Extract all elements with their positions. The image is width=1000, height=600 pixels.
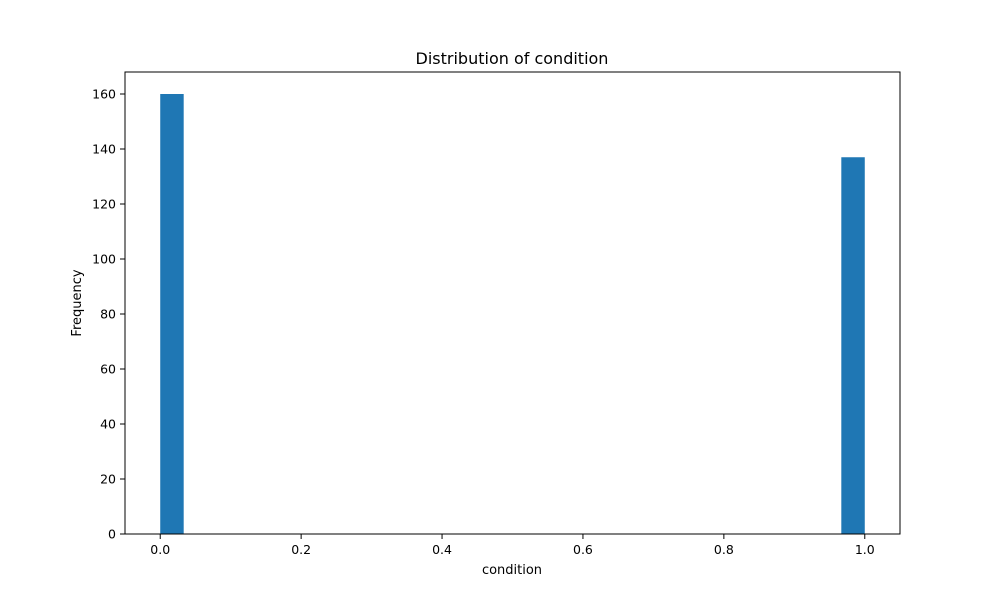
y-tick-label: 40 <box>100 417 116 432</box>
chart-title: Distribution of condition <box>416 49 609 68</box>
plot-area-frame <box>124 71 901 535</box>
y-tick-label: 0 <box>108 527 116 542</box>
histogram-bar-1 <box>841 157 865 534</box>
y-axis-ticks: 0 20 40 60 80 100 120 140 160 <box>92 87 125 542</box>
bars-layer <box>160 94 865 534</box>
x-tick-label: 1.0 <box>855 542 875 557</box>
y-tick-label: 80 <box>100 307 116 322</box>
x-axis-ticks: 0.0 0.2 0.4 0.6 0.8 1.0 <box>150 534 875 557</box>
histogram-bar-0 <box>160 94 184 534</box>
y-tick-label: 20 <box>100 472 116 487</box>
y-tick-label: 160 <box>92 87 116 102</box>
x-tick-label: 0.0 <box>150 542 170 557</box>
y-tick-label: 120 <box>92 197 116 212</box>
x-tick-label: 0.4 <box>432 542 452 557</box>
x-tick-label: 0.2 <box>291 542 311 557</box>
y-tick-label: 140 <box>92 142 116 157</box>
y-tick-label: 100 <box>92 252 116 267</box>
y-tick-label: 60 <box>100 362 116 377</box>
x-axis-label: condition <box>482 563 542 578</box>
x-tick-label: 0.8 <box>714 542 734 557</box>
y-axis-label: Frequency <box>70 269 85 336</box>
x-tick-label: 0.6 <box>573 542 593 557</box>
